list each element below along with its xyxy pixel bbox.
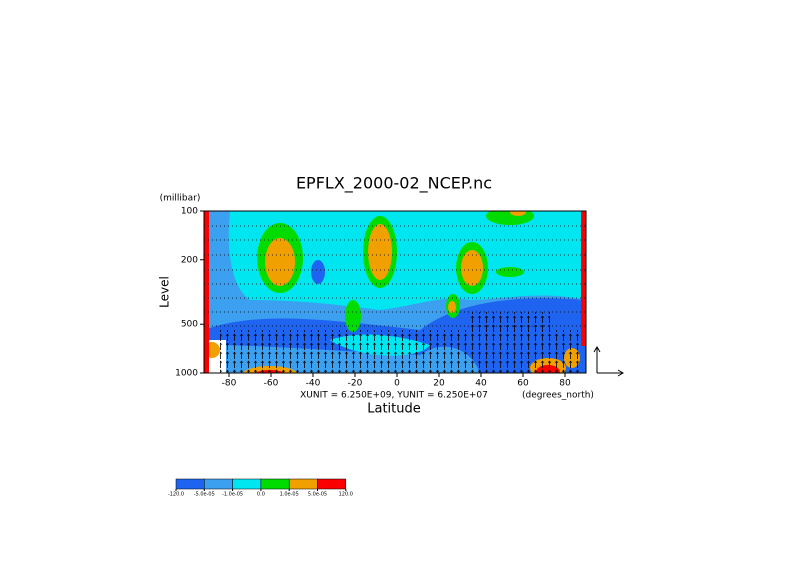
y-tick-label: 100 — [181, 207, 198, 217]
x-tick-label: -80 — [222, 379, 237, 389]
colorbar-label: -5.0e-05 — [194, 492, 215, 498]
colorbar-swatch — [204, 478, 233, 490]
colorbar-swatch — [260, 478, 290, 490]
x-tick-label: -40 — [306, 379, 321, 389]
colorbar-label: -120.0 — [168, 492, 184, 498]
colorbar-label: -1.0e-05 — [222, 492, 243, 498]
x-tick-label: 60 — [517, 379, 529, 389]
y-unit: (millibar) — [160, 194, 201, 204]
y-axis-label: Level — [158, 276, 172, 308]
x-tick-label: 20 — [433, 379, 445, 389]
annotation: XUNIT = 6.250E+09, YUNIT = 6.250E+07 — [300, 391, 488, 401]
contour-field — [204, 211, 586, 373]
colorbar-swatch — [175, 478, 205, 490]
colorbar-swatch — [288, 478, 318, 490]
x-tick-label: -20 — [348, 379, 363, 389]
plot-frame — [203, 210, 587, 374]
x-unit: (degrees_north) — [522, 391, 594, 401]
x-tick-label: 80 — [559, 379, 571, 389]
colorbar-label: 1.0e-05 — [280, 492, 299, 498]
colorbar-swatch — [317, 478, 347, 490]
unit-vector — [593, 346, 624, 377]
colorbar-label: 5.0e-05 — [308, 492, 327, 498]
y-tick-label: 200 — [181, 255, 198, 265]
x-tick-label: 0 — [394, 379, 400, 389]
y-tick-label: 1000 — [175, 369, 198, 379]
x-tick-label: 40 — [475, 379, 487, 389]
colorbar-swatch — [232, 478, 262, 490]
chart-title: EPFLX_2000-02_NCEP.nc — [296, 174, 492, 194]
colorbar-label: 120.0 — [339, 492, 353, 498]
x-axis-label: Latitude — [367, 402, 421, 417]
x-tick-label: -60 — [264, 379, 279, 389]
colorbar-label: 0.0 — [257, 492, 265, 498]
y-tick-label: 500 — [181, 320, 198, 330]
